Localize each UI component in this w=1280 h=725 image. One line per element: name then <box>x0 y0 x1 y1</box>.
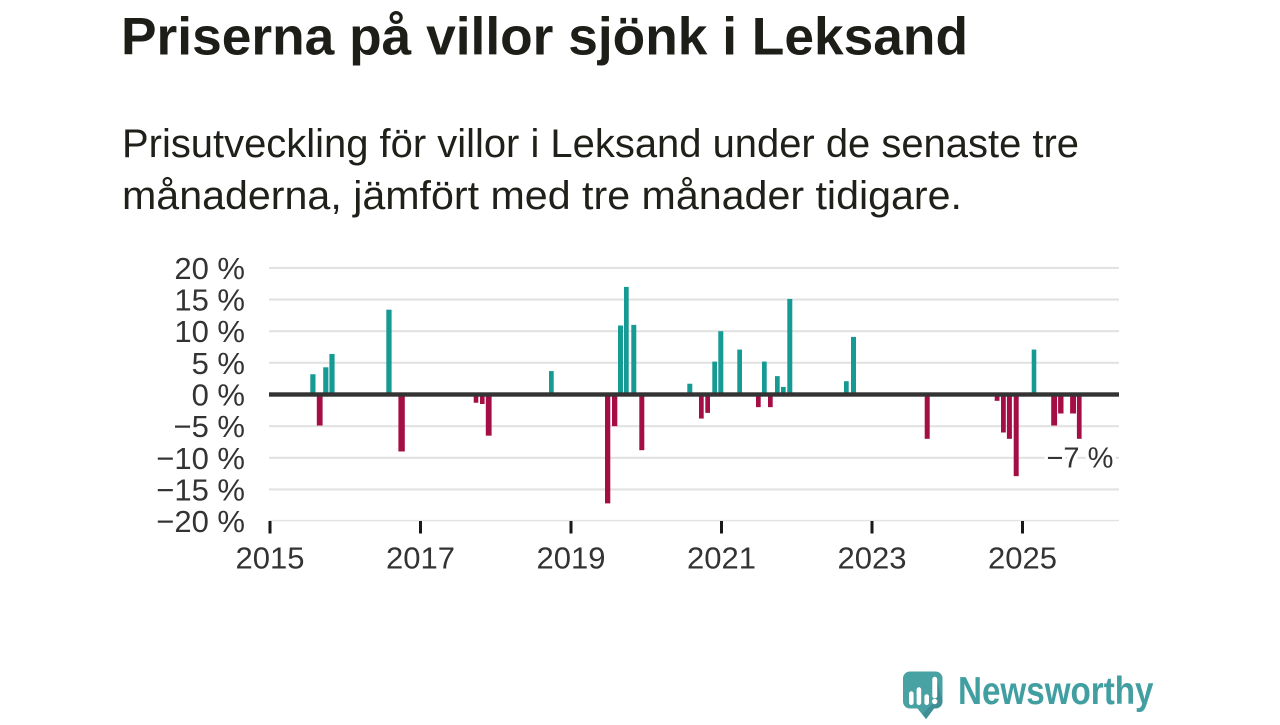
svg-text:20 %: 20 % <box>174 251 245 286</box>
svg-text:−5 %: −5 % <box>173 409 245 444</box>
svg-text:2021: 2021 <box>687 541 756 576</box>
svg-text:−20 %: −20 % <box>156 504 245 539</box>
svg-text:0 %: 0 % <box>192 378 245 413</box>
svg-text:2025: 2025 <box>988 541 1057 576</box>
svg-text:Priserna på villor sjönk i Lek: Priserna på villor sjönk i Leksand <box>121 7 968 66</box>
svg-text:−7 %: −7 % <box>1047 443 1114 475</box>
svg-text:−15 %: −15 % <box>156 472 245 507</box>
svg-text:−10 %: −10 % <box>156 441 245 476</box>
svg-text:5 %: 5 % <box>192 346 245 381</box>
svg-text:10 %: 10 % <box>174 314 245 349</box>
svg-text:Prisutveckling för villor i Le: Prisutveckling för villor i Leksand unde… <box>122 122 1079 166</box>
svg-text:månaderna, jämfört med tre mån: månaderna, jämfört med tre månader tidig… <box>122 174 962 218</box>
svg-text:15 %: 15 % <box>174 283 245 318</box>
svg-text:2015: 2015 <box>236 541 305 576</box>
svg-text:2023: 2023 <box>838 541 907 576</box>
svg-text:2017: 2017 <box>386 541 455 576</box>
svg-text:Newsworthy: Newsworthy <box>958 670 1154 713</box>
svg-text:2019: 2019 <box>537 541 606 576</box>
